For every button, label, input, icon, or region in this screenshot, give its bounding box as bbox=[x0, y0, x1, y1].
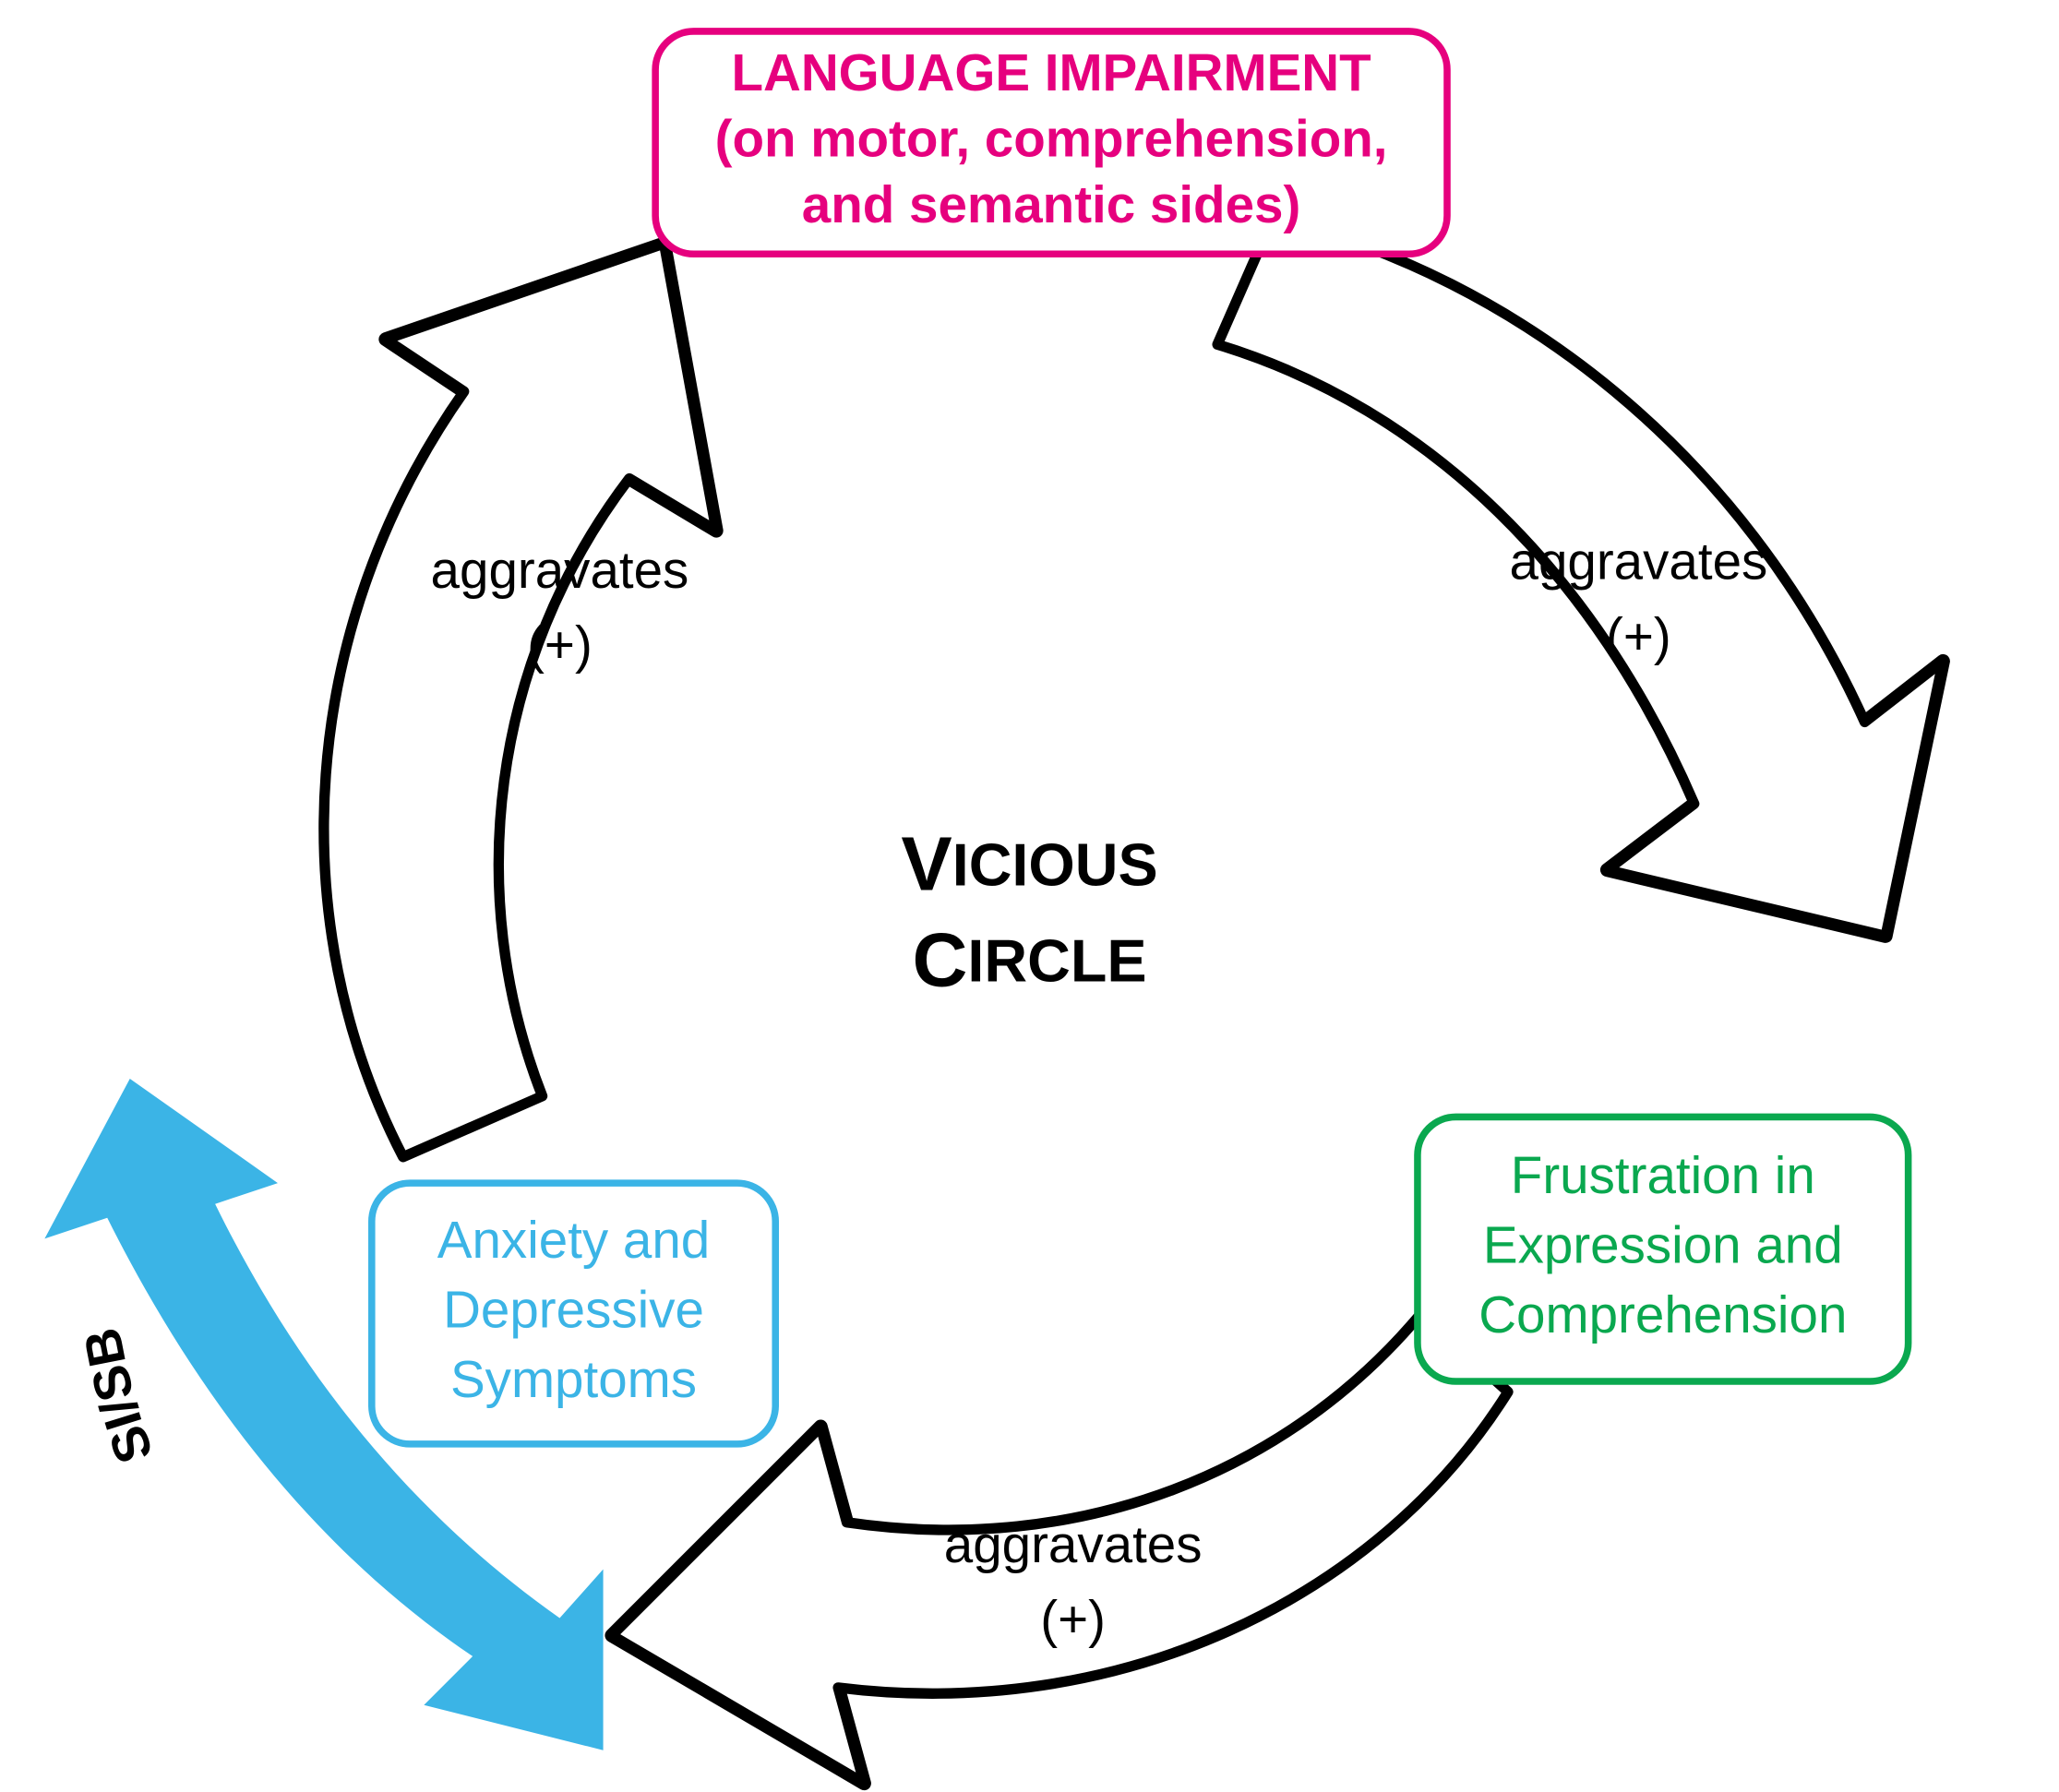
arrow-bottom-label-line1: aggravates bbox=[944, 1515, 1203, 1573]
arrow-top-left: aggravates (+) bbox=[324, 244, 716, 1157]
center-title-line2: CIRCLE bbox=[912, 916, 1146, 1002]
node-anxiety-depressive-line0: Anxiety and bbox=[437, 1211, 711, 1269]
arrow-top-left-label-line2: (+) bbox=[527, 615, 593, 674]
arrow-top-right-label-line1: aggravates bbox=[1510, 532, 1768, 591]
vicious-circle-diagram: aggravates(+)aggravates(+)aggravates(+) … bbox=[0, 0, 2059, 1792]
node-language-impairment: LANGUAGE IMPAIRMENT (on motor, comprehens… bbox=[655, 31, 1447, 254]
arrow-top-right-label-line2: (+) bbox=[1606, 607, 1671, 665]
node-frustration-line1: Expression and bbox=[1483, 1216, 1843, 1274]
node-language-impairment-line0: LANGUAGE IMPAIRMENT bbox=[731, 43, 1371, 102]
node-frustration-line0: Frustration in bbox=[1511, 1146, 1815, 1204]
center-title-line1: VICIOUS bbox=[901, 821, 1157, 907]
arrow-top-right: aggravates (+) bbox=[1217, 218, 1943, 937]
arrow-top-left-body bbox=[324, 244, 716, 1157]
node-language-impairment-line2: and semantic sides) bbox=[802, 175, 1301, 233]
sisb-label: SI/SB bbox=[72, 1323, 163, 1470]
arrow-top-left-label-line1: aggravates bbox=[431, 541, 689, 599]
node-frustration: Frustration in Expression and Comprehensio… bbox=[1418, 1117, 1909, 1381]
node-anxiety-depressive-line2: Symptoms bbox=[450, 1350, 697, 1408]
node-anxiety-depressive: Anxiety and Depressive Symptoms bbox=[372, 1183, 775, 1444]
node-language-impairment-line1: (on motor, comprehension, bbox=[715, 110, 1388, 168]
node-anxiety-depressive-line1: Depressive bbox=[443, 1280, 704, 1338]
arrow-bottom-label-line2: (+) bbox=[1040, 1590, 1106, 1648]
node-frustration-line2: Comprehension bbox=[1478, 1285, 1847, 1344]
